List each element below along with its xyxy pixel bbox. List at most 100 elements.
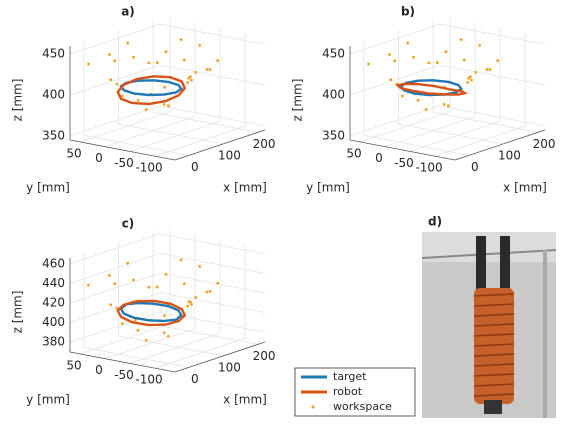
y-axis-label: y [mm] bbox=[306, 181, 350, 195]
grid-line bbox=[349, 23, 441, 55]
grid-line bbox=[69, 64, 161, 96]
workspace-point bbox=[179, 38, 183, 41]
grid-line bbox=[439, 105, 546, 127]
trajectory-line bbox=[399, 79, 464, 97]
workspace-point bbox=[144, 338, 148, 342]
workspace-point bbox=[485, 68, 489, 71]
grid-line bbox=[359, 111, 451, 143]
grid-line bbox=[159, 311, 266, 333]
workspace-point bbox=[470, 78, 473, 82]
grid-line bbox=[69, 292, 161, 324]
workspace-point bbox=[136, 328, 140, 332]
y-tick-label: 0 bbox=[375, 151, 383, 165]
photo-coil-rings bbox=[473, 293, 515, 397]
workspace-point bbox=[87, 283, 90, 287]
workspace-point bbox=[162, 102, 166, 106]
grid-line bbox=[363, 134, 469, 156]
x-tick-label: 100 bbox=[218, 360, 241, 374]
workspace-point bbox=[187, 300, 191, 304]
workspace-point bbox=[136, 98, 140, 102]
axis-line bbox=[174, 129, 266, 161]
grid-line bbox=[69, 253, 161, 284]
workspace-point bbox=[208, 68, 212, 71]
chart: 0 100 200 50 0 -50 -100 350 400 450 a) x [mm] y [mm]… bbox=[11, 5, 276, 195]
z-tick-label: 350 bbox=[322, 128, 345, 142]
workspace-point bbox=[216, 59, 220, 62]
grid-line bbox=[384, 116, 476, 148]
workspace-point bbox=[388, 53, 391, 56]
grid-line bbox=[159, 292, 266, 314]
legend-label: workspace bbox=[333, 400, 392, 413]
workspace-point bbox=[446, 104, 450, 108]
z-axis-label: z [mm] bbox=[291, 79, 305, 122]
y-tick-label: 50 bbox=[66, 358, 81, 372]
grid-line bbox=[79, 323, 171, 355]
z-tick-label: 450 bbox=[42, 47, 65, 61]
workspace-point bbox=[87, 62, 90, 66]
workspace-point bbox=[216, 281, 220, 285]
photo-robot bbox=[500, 236, 510, 296]
workspace-point bbox=[132, 278, 135, 282]
workspace-point bbox=[120, 94, 124, 98]
workspace-point bbox=[444, 50, 448, 54]
workspace-point bbox=[162, 331, 166, 335]
photo-title: d) bbox=[428, 215, 442, 229]
grid-line bbox=[79, 111, 171, 143]
workspace-point bbox=[459, 38, 463, 41]
y-tick-label: -50 bbox=[114, 368, 134, 382]
y-tick-label: -100 bbox=[135, 161, 162, 175]
workspace-point bbox=[113, 282, 117, 286]
workspace-point bbox=[166, 334, 170, 338]
x-tick-label: 200 bbox=[253, 137, 276, 151]
chart-title: b) bbox=[401, 5, 415, 19]
trajectory-line bbox=[116, 299, 187, 327]
chart-title: a) bbox=[121, 5, 135, 19]
grid-line bbox=[159, 105, 266, 127]
grid-line bbox=[439, 64, 546, 86]
workspace-point bbox=[367, 62, 370, 66]
z-tick-label: 450 bbox=[322, 47, 345, 61]
z-axis-label: z [mm] bbox=[11, 79, 25, 122]
chart: 0 100 200 50 0 -50 -100 380 400 420 440 460 c) x [mm]… bbox=[11, 217, 416, 417]
grid-line bbox=[154, 337, 246, 369]
y-axis-label: y [mm] bbox=[26, 393, 70, 407]
photo: d) bbox=[421, 215, 557, 418]
workspace-point bbox=[155, 61, 159, 65]
z-tick-label: 460 bbox=[42, 256, 65, 270]
workspace-point bbox=[108, 274, 111, 277]
trajectory-line bbox=[395, 82, 468, 96]
photo-robot bbox=[476, 236, 486, 296]
workspace-point bbox=[190, 78, 193, 82]
grid-line bbox=[349, 105, 441, 137]
workspace-point bbox=[115, 82, 119, 86]
grid-line bbox=[69, 233, 161, 265]
workspace-point bbox=[496, 59, 500, 62]
z-axis-label: z [mm] bbox=[11, 291, 25, 334]
grid-line bbox=[69, 311, 161, 343]
grid-line bbox=[69, 272, 161, 304]
workspace-point bbox=[182, 58, 186, 62]
workspace-point bbox=[198, 43, 202, 47]
grid-line bbox=[69, 105, 161, 137]
grid-line bbox=[434, 125, 526, 157]
workspace-point bbox=[198, 265, 202, 268]
workspace-point bbox=[435, 61, 439, 65]
axis-line bbox=[69, 139, 176, 161]
chart: 0 100 200 50 0 -50 -100 350 400 450 b) x [mm] y [mm]… bbox=[291, 5, 556, 195]
photo-gripper bbox=[484, 400, 502, 414]
workspace-point bbox=[208, 290, 212, 293]
x-axis-label: x [mm] bbox=[223, 393, 267, 407]
x-axis-label: x [mm] bbox=[503, 181, 547, 195]
legend-label: robot bbox=[333, 385, 363, 398]
workspace-point bbox=[155, 285, 159, 289]
chart-title: c) bbox=[122, 217, 135, 231]
grid-line bbox=[153, 111, 259, 133]
grid-line bbox=[159, 233, 266, 255]
workspace-point bbox=[164, 50, 168, 54]
workspace-point bbox=[147, 61, 151, 65]
workspace-point bbox=[126, 261, 130, 265]
z-tick-label: 400 bbox=[42, 88, 65, 102]
y-tick-label: 0 bbox=[95, 363, 103, 377]
workspace-point bbox=[190, 303, 193, 306]
workspace-point bbox=[147, 285, 151, 289]
